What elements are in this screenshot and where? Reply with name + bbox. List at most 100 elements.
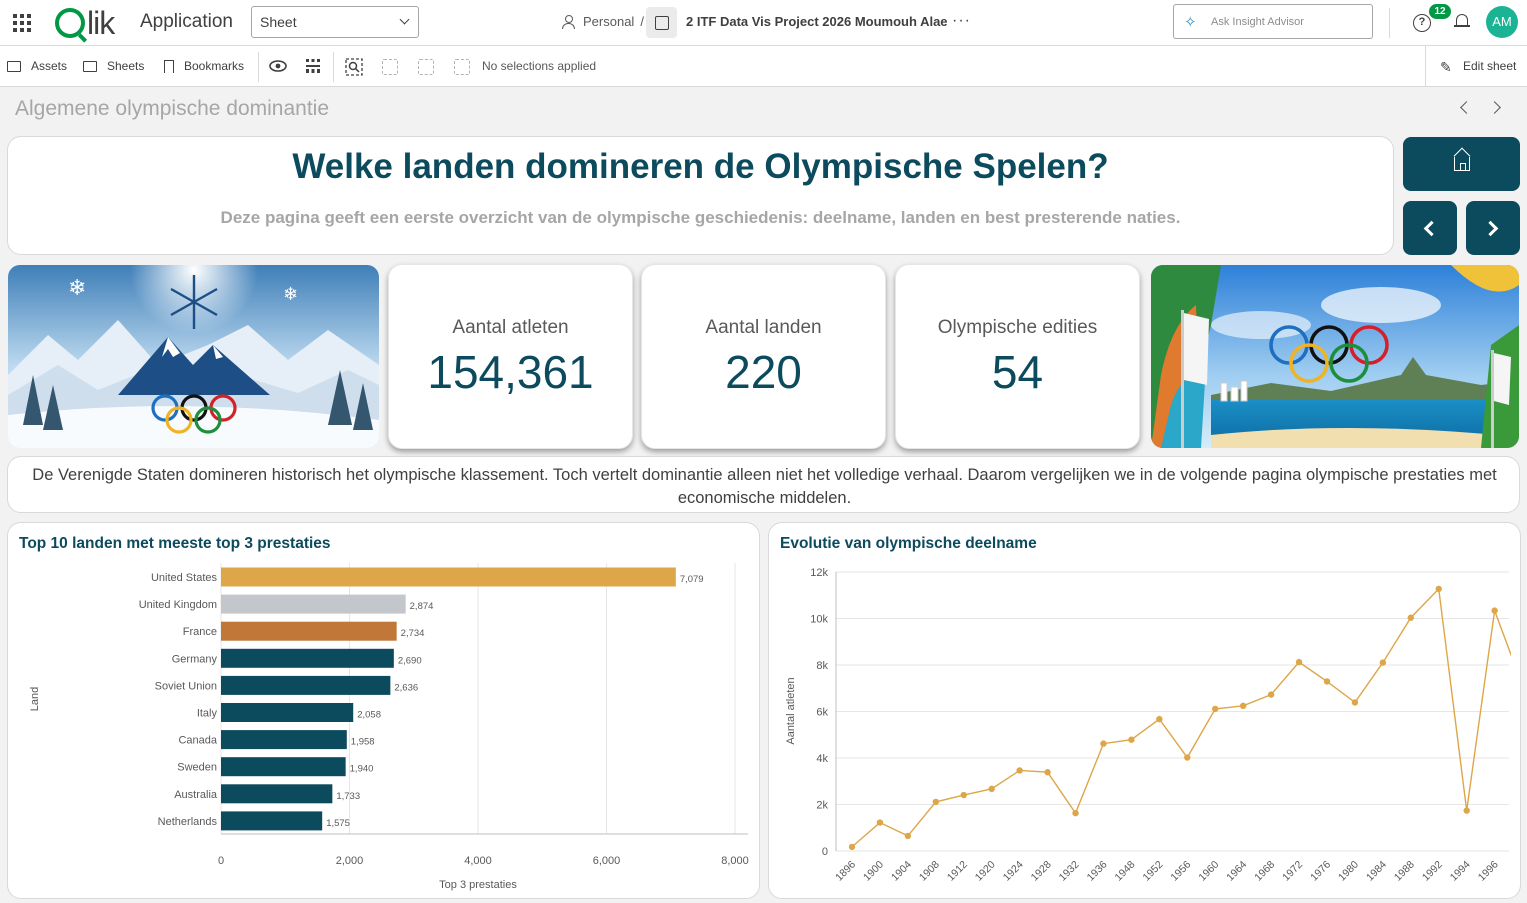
data-point[interactable] [1435,585,1442,593]
qlik-logo[interactable]: lik [55,5,115,41]
category-label[interactable]: Australia [174,789,218,801]
selections-status: No selections applied [482,59,597,73]
bar-value-label: 2,734 [401,628,425,639]
eye-icon[interactable] [268,58,288,74]
step-back-icon[interactable] [382,59,398,75]
category-label[interactable]: Italy [197,708,218,720]
bar-value-label: 2,874 [410,601,434,612]
data-point[interactable] [1016,767,1023,774]
data-point[interactable] [848,843,856,851]
bell-icon[interactable] [1454,13,1470,29]
data-point[interactable] [932,798,940,806]
bar-value-label: 1,575 [326,818,350,829]
kpi-value: 154,361 [427,346,594,398]
bar[interactable] [221,675,391,695]
data-point[interactable] [1156,715,1163,723]
more-options-icon[interactable]: ··· [952,12,971,29]
data-point[interactable] [1044,769,1051,776]
category-label[interactable]: Soviet Union [155,680,217,692]
data-point[interactable] [1239,702,1247,710]
category-label[interactable]: United Kingdom [139,599,217,611]
clear-selections-icon[interactable] [454,59,470,75]
data-point[interactable] [1184,754,1191,761]
x-tick-label: 0 [218,855,224,867]
divider [258,52,259,82]
data-point[interactable] [1128,736,1135,743]
sheet-select[interactable]: Sheet [251,6,419,38]
bar[interactable] [221,784,333,804]
x-tick-label: 1912 [945,859,970,884]
smart-search-icon[interactable] [345,58,363,76]
category-label[interactable]: Netherlands [158,816,218,828]
data-point[interactable] [1323,678,1331,685]
previous-page-button[interactable] [1403,201,1457,255]
bar[interactable] [221,567,676,587]
x-tick-label: 1992 [1420,859,1445,884]
bar-chart-plot[interactable]: 0 2,000 4,000 6,000 8,000 United States 7,079 U… [8,523,761,900]
app-icon[interactable] [646,7,677,38]
x-tick-label: 1896 [833,859,858,884]
data-point[interactable] [904,832,912,840]
insight-advisor-search[interactable]: ✧ Ask Insight Advisor [1173,4,1373,39]
x-tick-label: 1996 [1476,859,1501,884]
data-point[interactable] [876,819,884,826]
sheets-label: Sheets [107,59,145,73]
category-label[interactable]: France [183,626,217,638]
home-button[interactable] [1403,137,1520,191]
toolbar: Assets Sheets Bookmarks No selections ap… [0,46,1527,87]
participation-line-chart[interactable]: Evolutie van olympische deelname 0 2k 4k 6k… [768,522,1521,899]
help-icon[interactable]: ? [1413,14,1431,32]
y-tick-label: 0 [822,846,828,858]
app-launcher-icon[interactable] [13,14,31,32]
category-label[interactable]: Canada [178,735,217,747]
next-page-button[interactable] [1466,201,1520,255]
category-label[interactable]: Sweden [177,762,217,774]
bar[interactable] [221,811,323,831]
bar[interactable] [221,594,406,614]
data-point[interactable] [960,791,967,799]
data-point[interactable] [1295,658,1303,666]
bar[interactable] [221,703,354,722]
kpi-athletes[interactable]: Aantal atleten 154,361 [388,264,633,449]
data-point[interactable] [1491,607,1498,614]
bookmarks-button[interactable]: Bookmarks [164,59,244,73]
category-label[interactable]: United States [151,572,218,584]
kpi-countries[interactable]: Aantal landen 220 [641,264,886,449]
assets-button[interactable]: Assets [7,59,67,73]
breadcrumb-personal[interactable]: Personal [583,14,635,29]
category-label[interactable]: Germany [172,653,218,665]
avatar[interactable]: AM [1486,6,1518,38]
data-point[interactable] [1379,659,1387,666]
series-line [851,587,1511,848]
next-sheet-icon[interactable] [1488,101,1501,114]
bar[interactable] [221,757,346,777]
data-point[interactable] [988,785,995,793]
assets-label: Assets [31,59,68,73]
x-tick-label: 1900 [861,859,886,884]
x-tick-label: 1952 [1140,859,1165,884]
data-point[interactable] [1463,807,1470,814]
bar-value-label: 1,958 [351,737,375,748]
grid-view-icon[interactable] [305,58,321,74]
kpi-editions[interactable]: Olympische edities 54 [895,264,1140,449]
sheets-button[interactable]: Sheets [83,59,144,73]
data-point[interactable] [1212,705,1219,713]
step-forward-icon[interactable] [418,59,434,75]
bar[interactable] [221,648,394,668]
bar-value-label: 2,636 [394,682,418,693]
data-point[interactable] [1267,691,1275,698]
chart-title: Top 10 landen met meeste top 3 prestatie… [19,535,331,552]
data-point[interactable] [1100,740,1107,747]
data-point[interactable] [1407,614,1414,621]
y-tick-label: 2k [816,800,828,812]
data-point[interactable] [1072,809,1079,817]
bar[interactable] [221,621,397,641]
previous-sheet-icon[interactable] [1460,101,1473,114]
bar[interactable] [221,730,347,750]
edit-sheet-button[interactable]: ✎ Edit sheet [1425,46,1527,87]
breadcrumb: Personal / [562,14,650,29]
insight-advisor-placeholder: Ask Insight Advisor [1211,16,1304,28]
data-point[interactable] [1351,699,1359,706]
top10-bar-chart[interactable]: Top 10 landen met meeste top 3 prestatie… [7,522,760,899]
